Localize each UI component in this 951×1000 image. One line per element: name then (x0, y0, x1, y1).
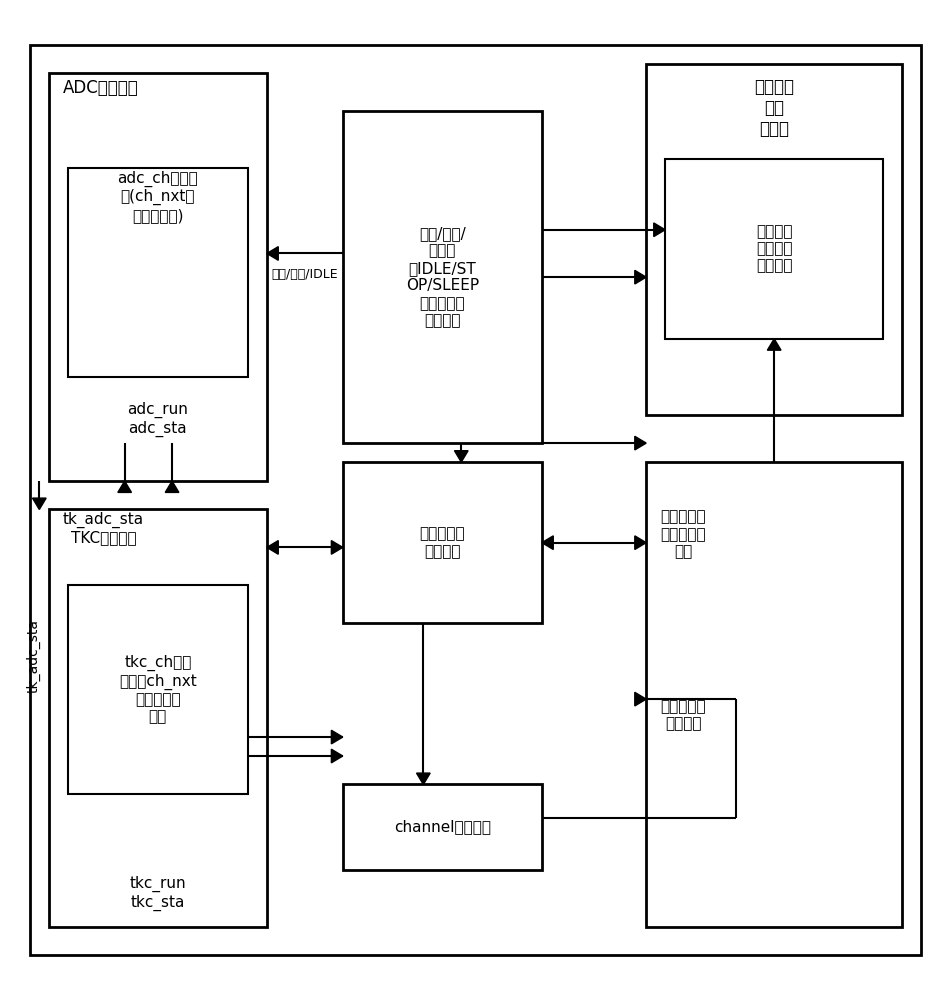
Polygon shape (32, 498, 47, 509)
Bar (342, 784, 542, 870)
Polygon shape (417, 773, 430, 784)
Polygon shape (635, 436, 646, 450)
Text: tk_adc_sta
TKC功能模块: tk_adc_sta TKC功能模块 (63, 511, 145, 545)
Polygon shape (635, 270, 646, 284)
Text: adc_ch产生逻
辑(ch_nxt产
生功能模块): adc_ch产生逻 辑(ch_nxt产 生功能模块) (118, 170, 198, 223)
Polygon shape (635, 536, 646, 549)
Text: 累加、求
平均、自
动减算法: 累加、求 平均、自 动减算法 (756, 224, 792, 274)
Polygon shape (331, 730, 342, 744)
Text: 数据计算
处理
和产生: 数据计算 处理 和产生 (754, 78, 794, 138)
Text: tkc_ch产生
逻辑（ch_nxt
产生功能模
块）: tkc_ch产生 逻辑（ch_nxt 产生功能模 块） (119, 655, 197, 724)
Text: channel选择产生: channel选择产生 (394, 820, 491, 835)
Polygon shape (331, 541, 342, 554)
Bar (342, 111, 542, 443)
Bar (665, 159, 883, 339)
Bar (49, 73, 267, 481)
Polygon shape (635, 692, 646, 706)
Polygon shape (455, 451, 468, 462)
Text: 寄存器读写
配置模块: 寄存器读写 配置模块 (419, 526, 465, 559)
Bar (68, 585, 248, 794)
Bar (646, 462, 902, 927)
Text: 计算处理结
束信号产生
逻辑: 计算处理结 束信号产生 逻辑 (660, 509, 706, 559)
Bar (68, 168, 248, 377)
Polygon shape (165, 481, 179, 492)
Polygon shape (542, 536, 553, 549)
Text: 时钟/复位/
低功耗
（IDLE/ST
OP/SLEEP
）状态控制
处理模块: 时钟/复位/ 低功耗 （IDLE/ST OP/SLEEP ）状态控制 处理模块 (406, 226, 479, 328)
Text: 时钟/复位/IDLE: 时钟/复位/IDLE (271, 268, 338, 281)
Text: adc_run
adc_sta: adc_run adc_sta (127, 402, 188, 437)
Bar (49, 509, 267, 927)
Text: 中断产生和
处理模块: 中断产生和 处理模块 (660, 699, 706, 732)
Text: tkc_run
tkc_sta: tkc_run tkc_sta (129, 876, 186, 911)
Polygon shape (331, 749, 342, 763)
Polygon shape (267, 541, 279, 554)
Bar (646, 64, 902, 415)
Polygon shape (267, 247, 279, 260)
Text: tk_adc_sta: tk_adc_sta (27, 619, 41, 693)
Text: ADC功能模块: ADC功能模块 (63, 79, 139, 97)
Polygon shape (118, 481, 131, 492)
Bar (342, 462, 542, 623)
Polygon shape (653, 223, 665, 237)
Polygon shape (767, 339, 781, 350)
